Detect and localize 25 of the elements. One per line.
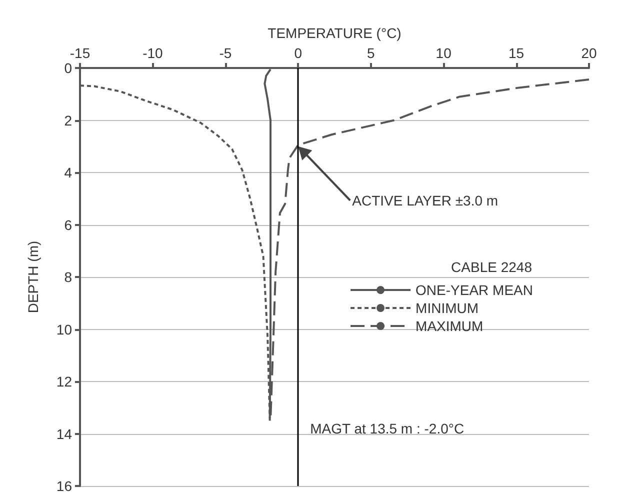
y-tick-label: 14 [56,426,72,442]
legend-label: ONE-YEAR MEAN [416,282,534,298]
x-tick-label: -5 [219,45,232,61]
x-tick-label: -15 [70,45,90,61]
y-tick-label: 6 [64,216,72,233]
x-tick-label: 15 [508,45,524,61]
y-axis-title: DEPTH (m) [25,240,41,314]
legend-label: MAXIMUM [416,318,484,334]
annotation: ACTIVE LAYER ±3.0 m [352,192,498,208]
annotation: MAGT at 13.5 m : -2.0°C [310,420,464,437]
y-tick-label: 2 [64,112,72,128]
y-tick-label: 12 [56,374,72,390]
y-tick-label: 4 [64,164,72,180]
x-tick-label: 10 [436,45,452,61]
y-tick-label: 10 [56,321,72,338]
x-tick-label: 5 [366,45,375,61]
y-tick-label: 0 [64,60,72,76]
y-tick-label: 8 [64,269,72,285]
y-tick-label: 16 [56,478,72,494]
x-tick-label: -10 [142,45,164,61]
legend-title: CABLE 2248 [451,259,532,275]
x-tick-label: 20 [581,45,597,61]
chart-title: TEMPERATURE (°C) [268,25,402,41]
x-tick-label: 0 [294,45,302,61]
legend-label: MINIMUM [416,300,479,316]
